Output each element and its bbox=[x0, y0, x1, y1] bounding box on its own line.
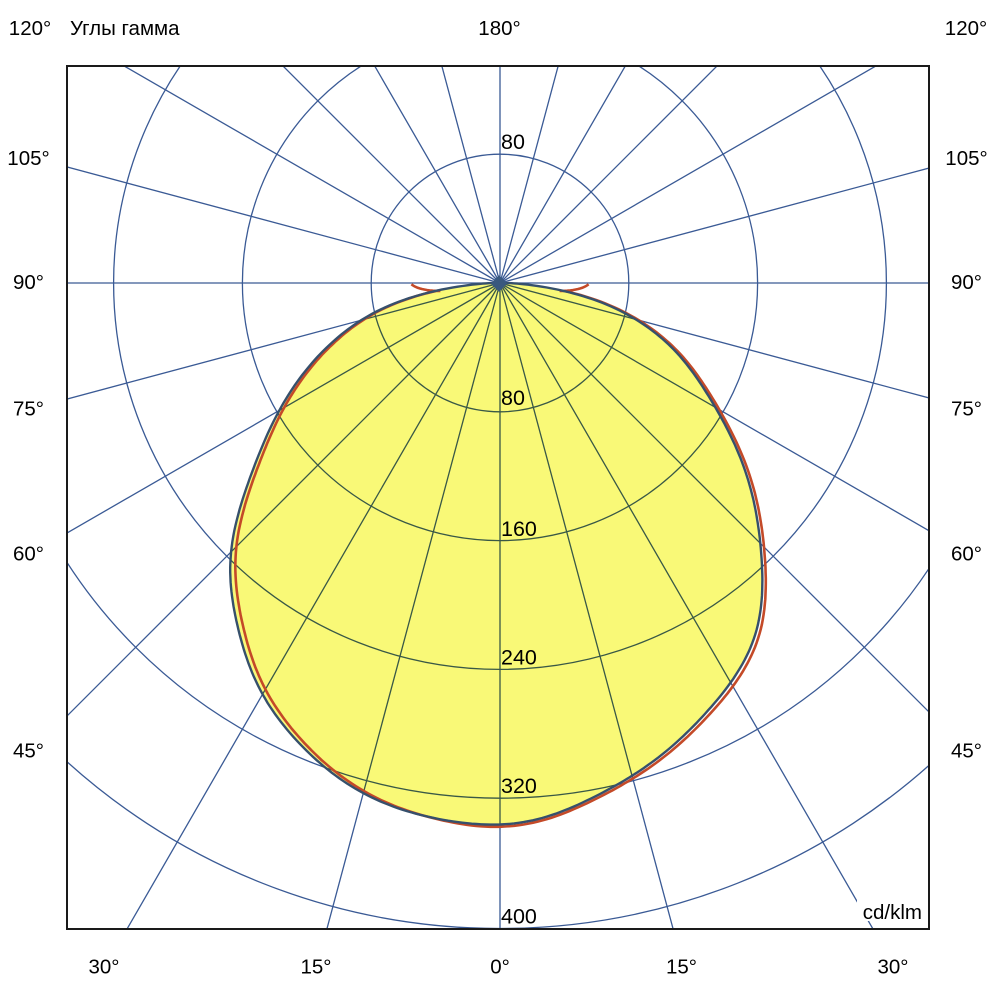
svg-text:30°: 30° bbox=[88, 955, 119, 978]
svg-text:320: 320 bbox=[501, 774, 537, 798]
svg-text:160: 160 bbox=[501, 517, 537, 541]
svg-text:80: 80 bbox=[501, 386, 525, 410]
svg-text:90°: 90° bbox=[13, 271, 44, 294]
svg-text:45°: 45° bbox=[951, 739, 982, 762]
svg-text:15°: 15° bbox=[300, 955, 331, 978]
svg-text:400: 400 bbox=[501, 905, 537, 929]
svg-text:80: 80 bbox=[501, 130, 525, 154]
svg-text:75°: 75° bbox=[13, 397, 44, 420]
svg-text:60°: 60° bbox=[951, 542, 982, 565]
svg-text:Углы гамма: Углы гамма bbox=[70, 17, 180, 40]
svg-text:105°: 105° bbox=[7, 147, 49, 170]
svg-text:120°: 120° bbox=[945, 17, 987, 40]
svg-text:cd/klm: cd/klm bbox=[863, 901, 922, 924]
svg-text:15°: 15° bbox=[666, 955, 697, 978]
svg-text:60°: 60° bbox=[13, 542, 44, 565]
svg-text:90°: 90° bbox=[951, 271, 982, 294]
svg-text:45°: 45° bbox=[13, 739, 44, 762]
svg-text:120°: 120° bbox=[9, 17, 51, 40]
svg-text:0°: 0° bbox=[490, 955, 510, 978]
svg-text:75°: 75° bbox=[951, 397, 982, 420]
svg-text:180°: 180° bbox=[478, 17, 520, 40]
svg-text:30°: 30° bbox=[877, 955, 908, 978]
svg-text:240: 240 bbox=[501, 645, 537, 669]
svg-text:105°: 105° bbox=[945, 147, 987, 170]
